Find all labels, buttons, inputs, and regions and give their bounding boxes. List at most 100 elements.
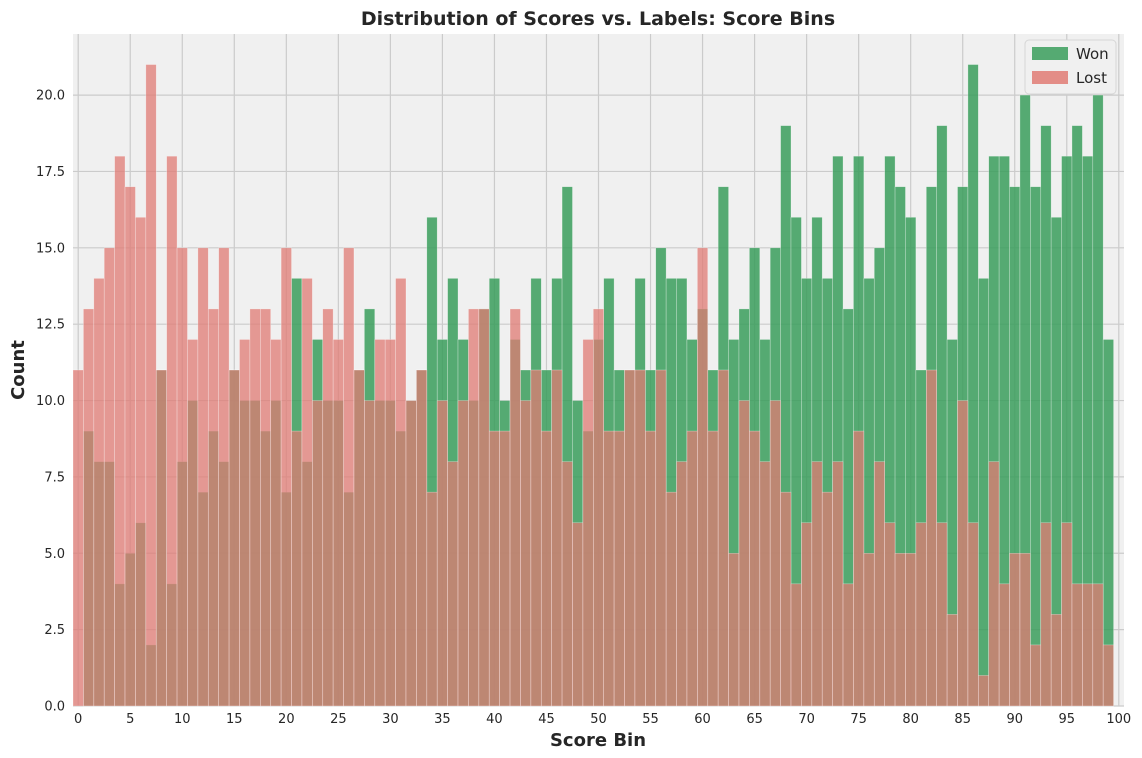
- lost-bar: [72, 369, 84, 707]
- legend: Won Lost: [1024, 39, 1117, 95]
- x-tick-label: 75: [850, 712, 867, 727]
- lost-bar: [1071, 583, 1083, 707]
- lost-bar: [811, 461, 823, 707]
- lost-bar: [176, 247, 188, 707]
- lost-bar: [613, 430, 625, 707]
- lost-bar: [894, 552, 906, 707]
- lost-bar: [769, 400, 781, 707]
- lost-bar: [801, 522, 813, 707]
- lost-bar: [405, 400, 417, 707]
- lost-bar: [738, 400, 750, 707]
- lost-bar: [187, 339, 199, 707]
- lost-bar: [426, 491, 438, 707]
- lost-bar: [488, 430, 500, 707]
- lost-bar: [957, 400, 969, 707]
- y-tick-label: 5.0: [44, 547, 65, 562]
- x-axis-ticks: 0 5 10 15 20 25 30 35 40 45 50 55 60 65 70 75 80 85 90 95 10…: [74, 712, 1131, 727]
- lost-bar: [551, 369, 563, 707]
- lost-bar: [520, 400, 532, 707]
- x-tick-label: 60: [694, 712, 711, 727]
- x-tick-label: 50: [590, 712, 607, 727]
- x-tick-label: 100: [1106, 712, 1131, 727]
- lost-bar: [478, 308, 490, 707]
- x-tick-label: 95: [1058, 712, 1075, 727]
- lost-bar: [353, 369, 365, 707]
- lost-bar: [468, 308, 480, 707]
- lost-bar: [301, 278, 313, 707]
- lost-bar: [1102, 644, 1114, 707]
- x-tick-label: 25: [330, 712, 347, 727]
- lost-bar: [863, 552, 875, 707]
- legend-swatch-lost: [1032, 71, 1068, 84]
- lost-bar: [998, 583, 1010, 707]
- lost-bar: [665, 491, 677, 707]
- lost-bar: [166, 155, 178, 707]
- lost-bar: [155, 369, 167, 707]
- lost-bar: [364, 400, 376, 707]
- lost-bar: [1092, 583, 1104, 707]
- chart-title: Distribution of Scores vs. Labels: Score…: [361, 8, 835, 30]
- x-tick-label: 30: [382, 712, 399, 727]
- lost-bar: [260, 308, 272, 707]
- lost-bar: [884, 522, 896, 707]
- lost-bar: [436, 400, 448, 707]
- lost-bar: [1082, 583, 1094, 707]
- lost-bar: [686, 430, 698, 707]
- x-tick-label: 40: [486, 712, 503, 727]
- lost-bar: [249, 308, 261, 707]
- y-tick-label: 7.5: [44, 470, 65, 485]
- won-bar: [1030, 186, 1042, 707]
- lost-bar: [218, 247, 230, 707]
- lost-bar: [790, 583, 802, 707]
- won-bar: [978, 278, 990, 707]
- lost-bar: [697, 247, 709, 707]
- lost-bar: [197, 247, 209, 707]
- lost-bar: [228, 369, 240, 707]
- y-tick-label: 17.5: [36, 165, 65, 180]
- lost-bar: [343, 247, 355, 707]
- lost-bar: [832, 461, 844, 707]
- legend-label-won: Won: [1076, 45, 1109, 63]
- x-tick-label: 70: [798, 712, 815, 727]
- lost-bar: [447, 461, 459, 707]
- lost-bar: [1009, 552, 1021, 707]
- lost-bar: [103, 247, 115, 707]
- lost-bar: [946, 614, 958, 707]
- x-tick-label: 35: [434, 712, 451, 727]
- y-axis-title: Count: [8, 340, 29, 400]
- lost-bars: [72, 64, 1114, 707]
- lost-bar: [312, 400, 324, 707]
- lost-bar: [1040, 522, 1052, 707]
- lost-bar: [1050, 614, 1062, 707]
- lost-bar: [853, 430, 865, 707]
- lost-bar: [332, 339, 344, 707]
- lost-bar: [634, 369, 646, 707]
- lost-bar: [925, 369, 937, 707]
- lost-bar: [1030, 644, 1042, 707]
- lost-bar: [270, 339, 282, 707]
- lost-bar: [395, 278, 407, 707]
- lost-bar: [291, 430, 303, 707]
- lost-bar: [728, 552, 740, 707]
- lost-bar: [145, 64, 157, 707]
- y-tick-label: 0.0: [44, 700, 65, 715]
- lost-bar: [280, 247, 292, 707]
- lost-bar: [707, 430, 719, 707]
- lost-bar: [655, 369, 667, 707]
- y-tick-label: 12.5: [36, 318, 65, 333]
- x-tick-label: 5: [126, 712, 134, 727]
- lost-bar: [207, 308, 219, 707]
- lost-bar: [114, 155, 126, 707]
- x-tick-label: 55: [642, 712, 659, 727]
- lost-bar: [572, 522, 584, 707]
- lost-bar: [676, 461, 688, 707]
- lost-bar: [821, 491, 833, 707]
- lost-bar: [457, 400, 469, 707]
- legend-label-lost: Lost: [1076, 69, 1107, 87]
- y-tick-label: 15.0: [36, 241, 65, 256]
- lost-bar: [645, 430, 657, 707]
- lost-bar: [842, 583, 854, 707]
- lost-bar: [322, 308, 334, 707]
